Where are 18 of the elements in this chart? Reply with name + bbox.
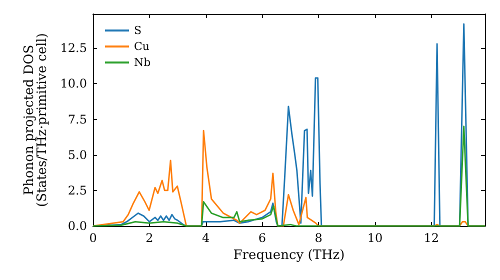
y-tick-label: 7.5 — [68, 112, 87, 126]
x-tick-label: 8 — [314, 231, 322, 245]
y-tick-label: 12.5 — [60, 41, 87, 56]
x-axis-title: Frequency (THz) — [233, 248, 345, 263]
x-tick-label: 6 — [258, 231, 266, 245]
x-tick-label: 4 — [202, 231, 210, 245]
y-tick-label: 0.0 — [68, 219, 87, 233]
x-tick-label: 12 — [424, 231, 440, 245]
legend-label: Nb — [134, 56, 151, 69]
y-axis-title: Phonon projected DOS (States/THz·primitive cell) — [22, 32, 50, 208]
x-tick-label: 2 — [146, 231, 154, 245]
x-tick-label: 0 — [89, 231, 97, 245]
x-tick-label: 10 — [367, 231, 383, 245]
legend-label: Cu — [134, 40, 150, 53]
y-tick-label: 10.0 — [60, 76, 87, 91]
y-tick-label: 2.5 — [68, 183, 87, 198]
y-tick-label: 5.0 — [68, 148, 87, 162]
legend-label: S — [134, 24, 142, 37]
